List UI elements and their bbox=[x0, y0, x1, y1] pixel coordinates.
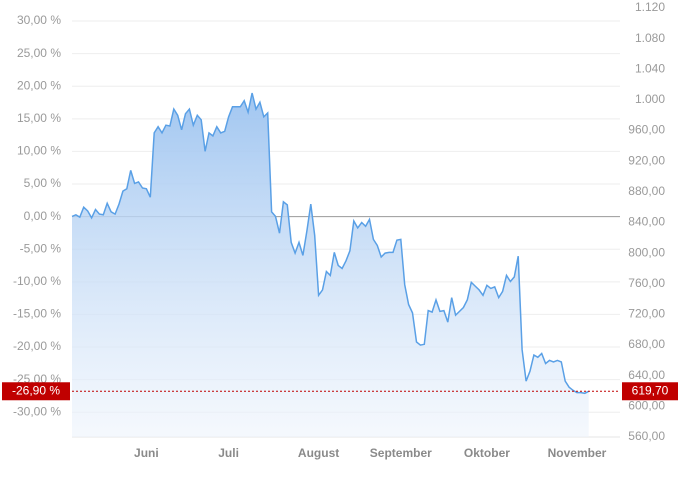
y-tick-label: 20,00 % bbox=[17, 78, 61, 92]
x-tick-label: September bbox=[370, 446, 432, 460]
area bbox=[72, 93, 589, 437]
y-tick-label: -20,00 % bbox=[13, 339, 61, 353]
y-tick-label: -5,00 % bbox=[20, 241, 62, 255]
price-badge bbox=[622, 382, 678, 401]
y-tick-label: 5,00 % bbox=[24, 176, 62, 190]
y-tick-label: 0,00 % bbox=[24, 209, 62, 223]
x-tick-label: Juni bbox=[134, 446, 159, 460]
price-label: 619,70 bbox=[632, 383, 669, 397]
y2-tick-label: 720,00 bbox=[628, 307, 665, 321]
change-badge bbox=[2, 382, 70, 401]
y2-tick-label: 640,00 bbox=[628, 368, 665, 382]
y-tick-label: -30,00 % bbox=[13, 404, 61, 418]
y2-tick-label: 680,00 bbox=[628, 337, 665, 351]
y2-tick-label: 1.000 bbox=[635, 92, 665, 106]
y-tick-label: 15,00 % bbox=[17, 111, 61, 125]
y2-tick-label: 560,00 bbox=[628, 429, 665, 443]
y2-tick-label: 800,00 bbox=[628, 245, 665, 259]
x-tick-label: Oktober bbox=[464, 446, 510, 460]
y2-tick-label: 1.120 bbox=[635, 0, 665, 14]
y2-tick-label: 600,00 bbox=[628, 399, 665, 413]
y2-tick-label: 1.080 bbox=[635, 31, 665, 45]
y2-tick-label: 1.040 bbox=[635, 61, 665, 75]
x-tick-label: Juli bbox=[218, 446, 239, 460]
y-tick-label: -15,00 % bbox=[13, 307, 61, 321]
y2-tick-label: 960,00 bbox=[628, 123, 665, 137]
line bbox=[71, 92, 590, 395]
y2-tick-label: 920,00 bbox=[628, 153, 665, 167]
y-tick-label: 30,00 % bbox=[17, 13, 61, 27]
x-tick-label: August bbox=[298, 446, 339, 460]
y-tick-label: 25,00 % bbox=[17, 46, 61, 60]
change-label: -26,90 % bbox=[12, 383, 60, 397]
x-tick-label: November bbox=[548, 446, 607, 460]
y-tick-label: -10,00 % bbox=[13, 274, 61, 288]
y2-tick-label: 880,00 bbox=[628, 184, 665, 198]
y2-tick-label: 840,00 bbox=[628, 215, 665, 229]
y2-tick-label: 760,00 bbox=[628, 276, 665, 290]
y-tick-label: 10,00 % bbox=[17, 144, 61, 158]
